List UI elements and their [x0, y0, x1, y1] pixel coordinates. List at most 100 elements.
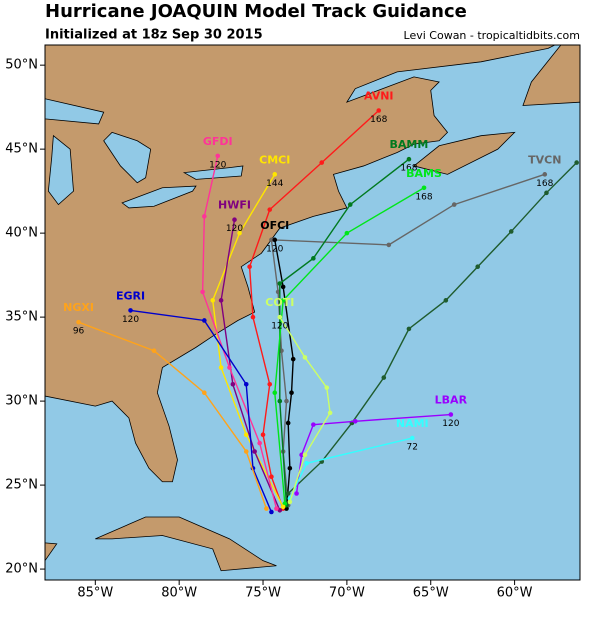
track-point: [311, 256, 316, 261]
track-point: [277, 281, 283, 286]
track-point: [267, 207, 273, 212]
track-point: [151, 348, 157, 354]
tracks: AVNI 168 TVCN 168 OFCI 120 LBAR 120 NAMI 72 BAMM 16…: [63, 90, 579, 515]
y-tick-label: 20°N: [5, 562, 38, 577]
nova-scotia: [413, 131, 516, 175]
track-point: [280, 504, 286, 510]
model-label: NGXI: [63, 301, 94, 314]
credit: Levi Cowan - tropicaltidbits.com: [404, 29, 580, 42]
track-point: [277, 398, 283, 404]
model-label: NAMI: [396, 417, 429, 430]
model-label: AVNI: [364, 90, 394, 103]
hour-label: 168: [400, 164, 417, 174]
track-line: [279, 316, 331, 503]
lake-erie: [121, 185, 197, 209]
hour-label: 120: [226, 224, 243, 234]
model-label: OFCI: [260, 219, 289, 232]
hour-label: 96: [73, 327, 85, 337]
track-point: [304, 460, 309, 466]
x-tick-label: 60°W: [497, 586, 533, 601]
track-point: [227, 365, 232, 370]
track-point: [451, 202, 457, 207]
track-point: [200, 289, 205, 295]
track-point: [290, 356, 296, 362]
hour-label: 144: [266, 179, 283, 189]
hour-label: 72: [407, 443, 418, 453]
track-point: [218, 365, 224, 370]
title: Hurricane JOAQUIN Model Track Guidance: [45, 1, 467, 22]
track-point: [508, 229, 514, 234]
track-point: [302, 355, 308, 360]
track-point: [344, 230, 350, 236]
lake-huron: [103, 131, 152, 184]
land: [45, 45, 580, 572]
track-point: [272, 390, 278, 396]
model-label: BAMS: [406, 167, 442, 180]
track-point: [247, 264, 252, 270]
mainland: [45, 45, 556, 483]
track-point: [230, 382, 236, 387]
track-point: [210, 298, 216, 303]
model-label: EGRI: [116, 289, 145, 302]
track-point: [347, 202, 353, 207]
track-point: [250, 314, 256, 320]
track-point: [409, 435, 415, 441]
track-point: [406, 156, 412, 162]
hour-label: 120: [271, 322, 288, 332]
track-point: [289, 390, 294, 396]
track-point: [280, 284, 286, 290]
track-point: [260, 432, 266, 438]
track-point: [202, 214, 207, 219]
track-point: [376, 108, 382, 113]
track-point: [299, 452, 304, 458]
x-tick-label: 70°W: [329, 586, 365, 601]
newfoundland: [522, 45, 580, 106]
track-point: [128, 308, 133, 313]
track-point: [218, 298, 224, 303]
hour-label: 120: [122, 315, 139, 325]
hour-label: 120: [442, 419, 459, 429]
y-tick-label: 25°N: [5, 478, 38, 493]
hour-label: 168: [370, 115, 387, 125]
track-point: [381, 375, 387, 380]
hour-label: 168: [536, 179, 553, 189]
lake-superior: [45, 98, 105, 125]
y-tick-label: 45°N: [5, 142, 38, 157]
track-point: [252, 449, 257, 454]
track-point: [280, 298, 286, 303]
model-label: BAMM: [390, 138, 429, 151]
y-tick-label: 50°N: [5, 58, 38, 73]
track-point: [285, 491, 291, 496]
track-point: [574, 160, 579, 165]
track-point: [287, 465, 293, 471]
track-point: [542, 172, 548, 177]
track-point: [202, 390, 207, 396]
lake-michigan: [47, 134, 74, 206]
track-point: [243, 382, 249, 387]
model-label: COTI: [265, 296, 294, 309]
track-point: [257, 440, 262, 446]
y-tick-label: 35°N: [5, 310, 38, 325]
track-point: [232, 217, 237, 222]
x-tick-label: 75°W: [245, 586, 281, 601]
track-point: [311, 422, 316, 427]
track-point: [544, 190, 549, 196]
track-point: [448, 412, 454, 417]
model-label: LBAR: [435, 394, 468, 407]
track-point: [386, 242, 392, 248]
track-point: [264, 506, 269, 511]
track-point: [327, 410, 333, 416]
model-label: CMCI: [259, 153, 290, 166]
track-point: [324, 385, 330, 390]
track-point: [267, 382, 273, 387]
track-point: [406, 326, 412, 332]
track-line: [201, 155, 278, 509]
track-point: [284, 398, 289, 404]
y-tick-label: 40°N: [5, 226, 38, 241]
track-point: [421, 185, 427, 191]
track-point: [302, 452, 308, 458]
hour-label: 120: [209, 160, 226, 170]
track-point: [269, 509, 274, 515]
track-point: [443, 298, 449, 303]
